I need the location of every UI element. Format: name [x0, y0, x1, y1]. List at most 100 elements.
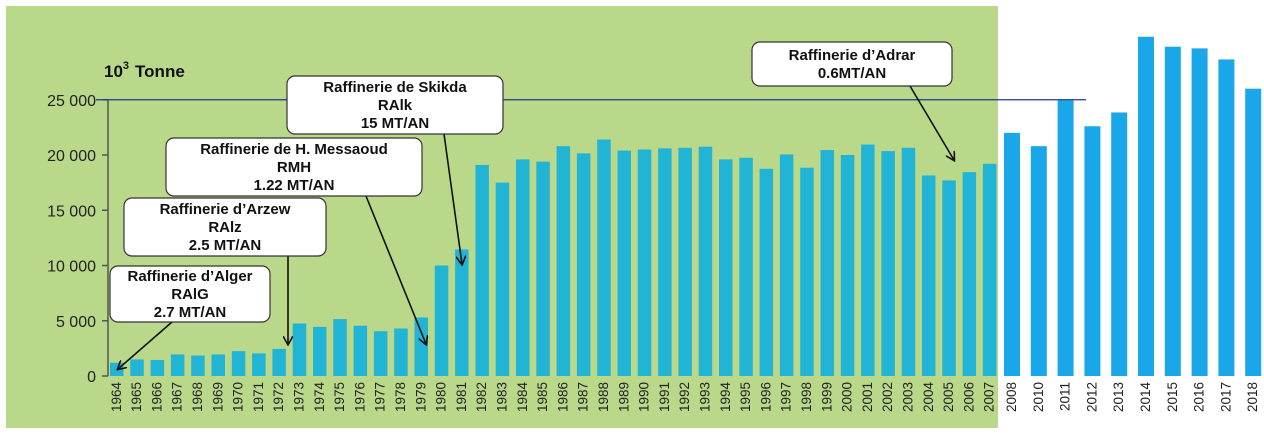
bar-1975: [333, 319, 347, 376]
bar-1973: [292, 323, 307, 376]
x-tick-label-1980: 1980: [434, 382, 449, 412]
x-tick-label-2011: 2011: [1058, 382, 1073, 411]
x-tick-label-1969: 1969: [210, 382, 225, 412]
x-tick-label-1991: 1991: [657, 382, 672, 412]
x-tick-label-2003: 2003: [900, 382, 915, 412]
x-tick-label-2013: 2013: [1111, 382, 1126, 412]
callout-box-1979: [165, 137, 423, 197]
bar-2016: [1191, 48, 1208, 377]
bar-1968: [191, 355, 205, 376]
x-tick-label-2007: 2007: [982, 382, 997, 412]
bar-1979: [414, 317, 428, 376]
bar-1965: [130, 359, 144, 376]
x-tick-label-1990: 1990: [637, 382, 652, 412]
x-tick-label-1992: 1992: [677, 382, 692, 412]
bar-1996: [759, 168, 774, 376]
axes-group: 103 Tonne 0 5 000 10 000 15 000 20 000 25 000: [47, 60, 1086, 386]
x-tick-label-1982: 1982: [474, 382, 489, 412]
bar-1981: [455, 249, 469, 376]
callout-text-1979-2: 1.22 MT/AN: [254, 177, 335, 194]
x-tick-label-2017: 2017: [1218, 382, 1233, 412]
bar-2004: [922, 175, 936, 376]
callout-arrow-1981: [443, 133, 462, 264]
bar-2015: [1164, 46, 1181, 377]
x-tick-label-1988: 1988: [596, 382, 611, 412]
x-tick-label-2004: 2004: [921, 382, 936, 413]
callout-arrow-1964: [118, 321, 173, 369]
bar-2001: [861, 144, 875, 376]
bar-1985: [536, 161, 550, 376]
bars-group: [110, 36, 1262, 377]
x-tick-label-1971: 1971: [251, 382, 266, 412]
y-tick-label-0: 0: [87, 369, 96, 386]
x-tick-label-2012: 2012: [1084, 382, 1099, 412]
x-tick-label-2015: 2015: [1165, 382, 1180, 412]
x-tick-label-1970: 1970: [231, 382, 246, 412]
x-tick-label-2018: 2018: [1245, 382, 1260, 412]
bar-1970: [231, 351, 246, 376]
x-tick-label-1979: 1979: [413, 382, 428, 412]
bar-1983: [495, 182, 510, 376]
bar-1969: [211, 354, 225, 376]
x-tick-label-1978: 1978: [393, 382, 408, 412]
x-tick-label-2014: 2014: [1138, 382, 1153, 413]
x-tick-label-2010: 2010: [1031, 382, 1046, 412]
x-tick-label-1997: 1997: [779, 382, 794, 412]
bar-1988: [597, 139, 611, 376]
bar-1966: [150, 359, 165, 376]
x-tick-label-2001: 2001: [860, 382, 875, 412]
bar-2010: [1030, 146, 1047, 376]
x-tick-label-1983: 1983: [494, 382, 509, 412]
y-axis-unit-label: 103 Tonne: [104, 60, 185, 81]
x-tick-label-1995: 1995: [738, 382, 753, 412]
callout-text-1981-0: Raffinerie de Skikda: [323, 79, 467, 96]
bar-2011: [1057, 100, 1074, 377]
bar-1986: [556, 146, 571, 376]
bar-1993: [698, 146, 713, 376]
x-tick-label-1972: 1972: [271, 382, 286, 412]
x-tick-label-1981: 1981: [454, 382, 469, 412]
bar-1967: [170, 354, 185, 376]
x-tick-label-1993: 1993: [697, 382, 712, 412]
callout-text-1973-2: 2.5 MT/AN: [189, 237, 262, 254]
x-tick-label-1994: 1994: [718, 382, 733, 413]
x-tick-label-2006: 2006: [961, 382, 976, 412]
y-tick-label-20000: 20 000: [47, 148, 96, 165]
bar-2017: [1218, 59, 1235, 376]
bar-1971: [252, 353, 266, 376]
x-tick-label-1998: 1998: [799, 382, 814, 412]
callout-text-1979-1: RMH: [277, 159, 311, 176]
x-tick-label-1973: 1973: [291, 382, 306, 412]
x-tick-label-1976: 1976: [352, 382, 367, 412]
callout-text-1964-1: RAlG: [171, 286, 209, 303]
x-tick-label-1984: 1984: [515, 382, 530, 413]
bar-2007: [982, 163, 997, 376]
x-tick-label-2005: 2005: [941, 382, 956, 412]
x-tick-label-2008: 2008: [1004, 382, 1019, 412]
bar-1977: [373, 331, 388, 376]
bar-1992: [678, 147, 692, 376]
callout-text-1981-2: 15 MT/AN: [361, 115, 429, 132]
bar-2006: [962, 172, 977, 376]
x-tick-label-2016: 2016: [1192, 382, 1207, 412]
bar-2013: [1111, 112, 1128, 377]
callout-box-1973: [123, 197, 327, 257]
bar-1998: [800, 167, 814, 376]
x-tick-label-1967: 1967: [170, 382, 185, 412]
bar-1994: [719, 159, 733, 376]
bar-2005: [942, 180, 956, 376]
x-tick-label-1999: 1999: [819, 382, 834, 412]
x-tick-label-1975: 1975: [332, 382, 347, 412]
bar-1976: [353, 325, 368, 376]
bar-1991: [658, 148, 672, 376]
callout-text-1973-0: Raffinerie d’Arzew: [160, 201, 291, 218]
x-ticks-group: 1964 1965 1966 1967 1968 1969 1970 1971 1972 1973…: [109, 382, 1260, 413]
x-tick-label-1965: 1965: [129, 382, 144, 412]
callout-box-2005: [751, 41, 953, 87]
callout-text-1979-0: Raffinerie de H. Messaoud: [200, 141, 388, 158]
callout-text-1981-1: RAlk: [378, 97, 413, 114]
bar-1987: [576, 153, 591, 376]
